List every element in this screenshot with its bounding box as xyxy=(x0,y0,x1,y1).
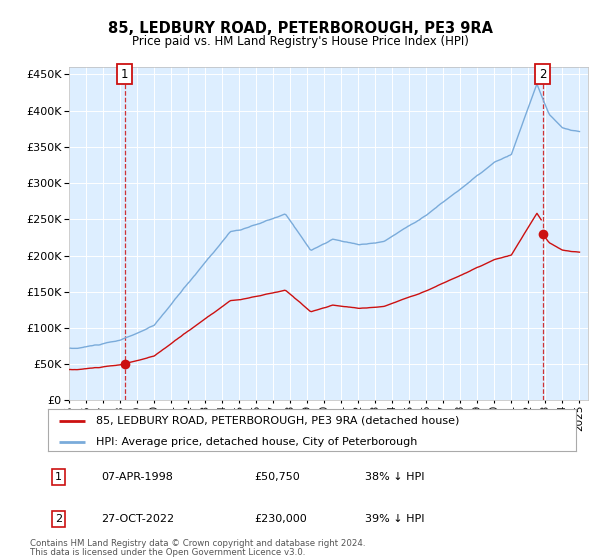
Text: 2: 2 xyxy=(539,68,547,81)
Text: 39% ↓ HPI: 39% ↓ HPI xyxy=(365,514,424,524)
Text: £230,000: £230,000 xyxy=(254,514,307,524)
Text: 1: 1 xyxy=(55,472,62,482)
Text: HPI: Average price, detached house, City of Peterborough: HPI: Average price, detached house, City… xyxy=(95,437,417,446)
Text: Contains HM Land Registry data © Crown copyright and database right 2024.: Contains HM Land Registry data © Crown c… xyxy=(30,539,365,548)
Text: Price paid vs. HM Land Registry's House Price Index (HPI): Price paid vs. HM Land Registry's House … xyxy=(131,35,469,48)
Text: 38% ↓ HPI: 38% ↓ HPI xyxy=(365,472,424,482)
Text: 1: 1 xyxy=(121,68,128,81)
Text: 27-OCT-2022: 27-OCT-2022 xyxy=(101,514,174,524)
Text: 2: 2 xyxy=(55,514,62,524)
Text: This data is licensed under the Open Government Licence v3.0.: This data is licensed under the Open Gov… xyxy=(30,548,305,557)
Text: 85, LEDBURY ROAD, PETERBOROUGH, PE3 9RA (detached house): 85, LEDBURY ROAD, PETERBOROUGH, PE3 9RA … xyxy=(95,416,459,426)
Text: £50,750: £50,750 xyxy=(254,472,299,482)
Text: 85, LEDBURY ROAD, PETERBOROUGH, PE3 9RA: 85, LEDBURY ROAD, PETERBOROUGH, PE3 9RA xyxy=(107,21,493,36)
Text: 07-APR-1998: 07-APR-1998 xyxy=(101,472,173,482)
